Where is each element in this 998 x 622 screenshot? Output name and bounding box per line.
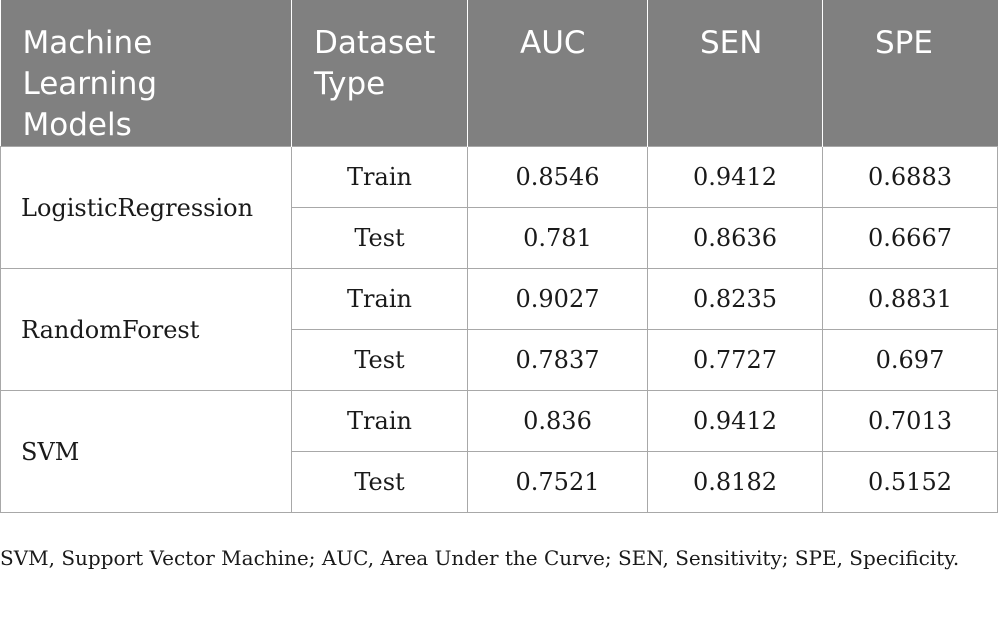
auc-cell: 0.781 [467, 207, 648, 269]
table-row: RandomForest Train 0.9027 0.8235 0.8831 [0, 268, 998, 391]
header-spe: SPE [822, 0, 998, 147]
header-sen: SEN [647, 0, 823, 147]
model-name-cell: LogisticRegression [0, 146, 292, 269]
dataset-type-cell: Train [291, 390, 468, 452]
table-footnote: SVM, Support Vector Machine; AUC, Area U… [0, 546, 960, 570]
auc-cell: 0.836 [467, 390, 648, 452]
sen-cell: 0.9412 [647, 146, 823, 208]
dataset-type-cell: Test [291, 329, 468, 391]
spe-cell: 0.7013 [822, 390, 998, 452]
sen-cell: 0.8182 [647, 451, 823, 513]
sen-cell: 0.8636 [647, 207, 823, 269]
dataset-type-cell: Test [291, 451, 468, 513]
dataset-type-cell: Test [291, 207, 468, 269]
table-row: LogisticRegression Train 0.8546 0.9412 0… [0, 146, 998, 269]
table-row: SVM Train 0.836 0.9412 0.7013 [0, 390, 998, 513]
spe-cell: 0.697 [822, 329, 998, 391]
sen-cell: 0.8235 [647, 268, 823, 330]
spe-cell: 0.8831 [822, 268, 998, 330]
header-row: Machine Learning Models Dataset Type AUC… [0, 0, 998, 147]
auc-cell: 0.8546 [467, 146, 648, 208]
header-auc: AUC [467, 0, 648, 147]
spe-cell: 0.5152 [822, 451, 998, 513]
model-name-cell: SVM [0, 390, 292, 513]
results-table: Machine Learning Models Dataset Type AUC… [0, 0, 998, 513]
auc-cell: 0.7521 [467, 451, 648, 513]
dataset-type-cell: Train [291, 146, 468, 208]
sen-cell: 0.9412 [647, 390, 823, 452]
table-row: Test 0.7837 0.7727 0.697 [1, 329, 998, 391]
spe-cell: 0.6883 [822, 146, 998, 208]
auc-cell: 0.9027 [467, 268, 648, 330]
dataset-type-cell: Train [291, 268, 468, 330]
sen-cell: 0.7727 [647, 329, 823, 391]
header-dataset-type: Dataset Type [291, 0, 468, 147]
table-row: Test 0.7521 0.8182 0.5152 [1, 451, 998, 513]
model-name-cell: RandomForest [0, 268, 292, 391]
header-models: Machine Learning Models [0, 0, 292, 147]
auc-cell: 0.7837 [467, 329, 648, 391]
spe-cell: 0.6667 [822, 207, 998, 269]
